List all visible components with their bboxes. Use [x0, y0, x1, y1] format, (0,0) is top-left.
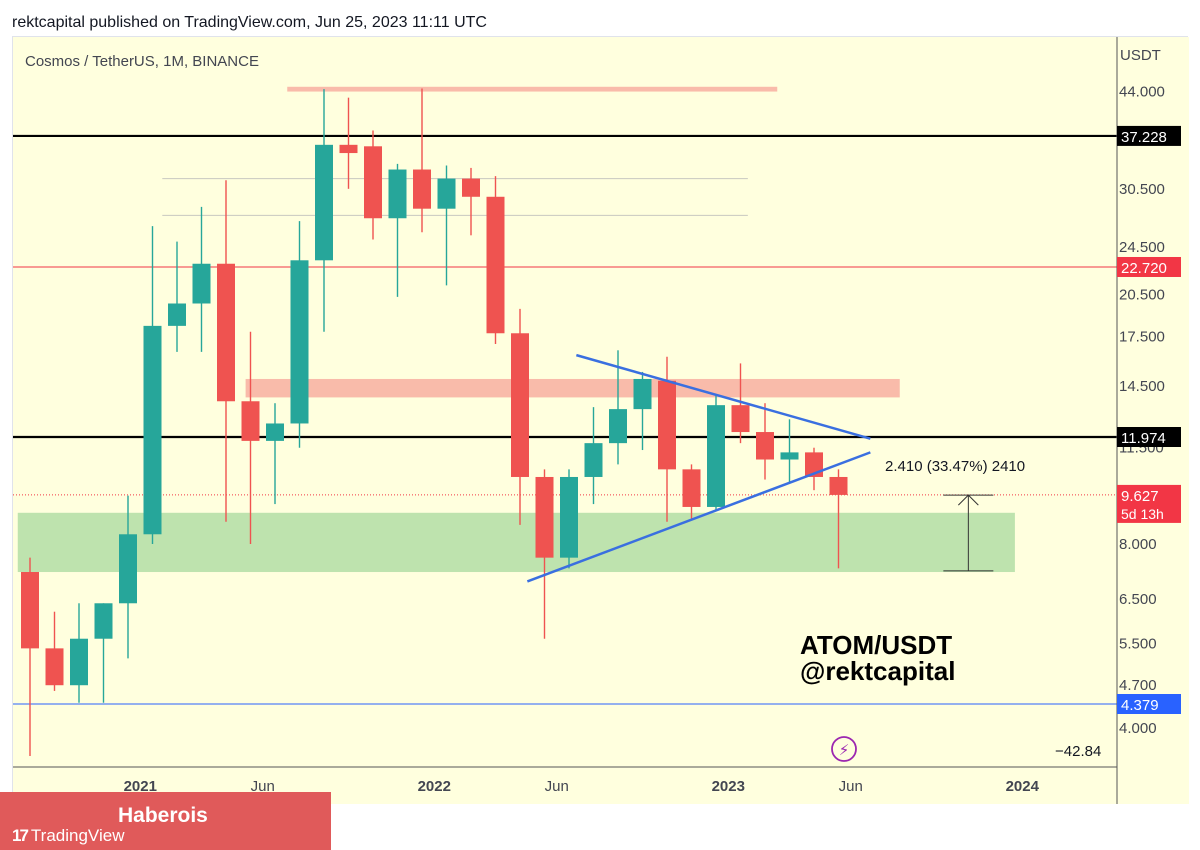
zone-support [17, 512, 1015, 573]
x-tick-label: 2022 [418, 778, 451, 795]
tradingview-mark-icon: 17 [12, 826, 29, 845]
candle-body [658, 380, 676, 470]
candle-body [609, 409, 627, 444]
level-tag-37.228 [1117, 125, 1181, 146]
candle-body [511, 333, 529, 477]
candlestick-chart[interactable]: 2.410 (33.47%) 2410 Cosmos / TetherUS, 1M… [13, 37, 1189, 804]
chart-title: Cosmos / TetherUS, 1M, BINANCE [25, 53, 259, 70]
lightning-icon [831, 736, 857, 762]
haberois-badge: Haberois [0, 792, 331, 850]
candle-body [168, 303, 186, 326]
lightning-glyph: ⚡ [839, 741, 850, 759]
candle-body [829, 476, 848, 495]
level-tag-text: 4.379 [1121, 697, 1159, 714]
chart-background [13, 37, 1189, 804]
candle-body [584, 443, 603, 477]
triangle-upper-trendline [576, 353, 871, 440]
level-tag-4.379 [1117, 694, 1181, 714]
x-tick-label: 2023 [712, 778, 745, 795]
measure-arrow-icon [957, 494, 979, 506]
y-axis-label: USDT [1120, 47, 1161, 64]
tradingview-logo-text: TradingView [30, 826, 125, 845]
candle-body [364, 146, 382, 219]
candle-body [756, 432, 774, 460]
triangle-lower-trendline [526, 451, 871, 583]
x-tick-label: Jun [839, 778, 863, 795]
level-tag-text: 11.974 [1121, 430, 1166, 447]
x-tick-label: Jun [545, 778, 569, 795]
publish-info: rektcapital published on TradingView.com… [12, 14, 487, 31]
y-tick-label: 17.500 [1119, 328, 1165, 345]
badge-title: Haberois [118, 804, 208, 827]
watermark-author: @rektcapital [800, 656, 955, 686]
y-tick-label: 44.000 [1119, 84, 1165, 101]
y-tick-label: 5.500 [1119, 636, 1157, 653]
current-price-countdown: 5d 13h [1121, 506, 1164, 522]
candle-body [560, 476, 578, 558]
level-tag-text: 22.720 [1121, 260, 1167, 277]
candle-body [21, 572, 39, 649]
candle-body [633, 378, 652, 410]
candle-body [682, 469, 701, 507]
y-tick-label: 30.500 [1119, 181, 1165, 198]
candle-body [780, 452, 799, 460]
right-edge-value: −42.84 [1055, 743, 1101, 760]
level-tag-22.720 [1117, 256, 1181, 277]
candle-body [45, 648, 64, 686]
candle-body [290, 260, 309, 424]
level-tag-11.974 [1117, 427, 1181, 447]
candle-body [70, 638, 88, 686]
candle-body [94, 603, 113, 639]
candle-body [413, 169, 431, 209]
candle-body [217, 263, 235, 402]
candle-body [707, 405, 725, 507]
y-tick-label: 8.000 [1119, 536, 1157, 553]
price-axis-bg [1117, 37, 1189, 804]
candle-body [241, 401, 260, 441]
candle-body [437, 178, 456, 209]
level-tag-text: 37.228 [1121, 129, 1167, 146]
x-tick-label: 2021 [124, 778, 157, 795]
y-tick-label: 24.500 [1119, 239, 1165, 256]
current-price-text: 9.627 [1121, 488, 1159, 505]
x-tick-label: Jun [251, 778, 275, 795]
candle-body [119, 534, 137, 604]
tradingview-logo[interactable]: 17 TradingView [12, 826, 124, 846]
candle-body [143, 325, 162, 535]
zone-top-resistance [287, 86, 778, 92]
x-tick-label: 2024 [1006, 778, 1040, 795]
zone-mid-resistance [245, 378, 900, 398]
candle-body [731, 405, 750, 433]
candle-body [388, 169, 407, 219]
candle-body [339, 144, 358, 154]
candle-body [462, 178, 480, 197]
current-price-tag [1117, 484, 1181, 523]
candle-body [266, 423, 284, 441]
chart-area[interactable]: 2.410 (33.47%) 2410 Cosmos / TetherUS, 1M… [12, 36, 1189, 804]
candle-body [535, 476, 554, 558]
y-tick-label: 6.500 [1119, 591, 1157, 608]
y-tick-label: 4.700 [1119, 677, 1157, 694]
watermark-pair: ATOM/USDT [800, 630, 952, 660]
y-tick-label: 4.000 [1119, 720, 1157, 737]
candle-body [486, 196, 505, 334]
candle-body [315, 144, 333, 261]
y-tick-label: 14.500 [1119, 378, 1165, 395]
measure-label: 2.410 (33.47%) 2410 [885, 458, 1025, 475]
y-tick-label: 20.500 [1119, 286, 1165, 303]
candle-body [192, 263, 211, 304]
